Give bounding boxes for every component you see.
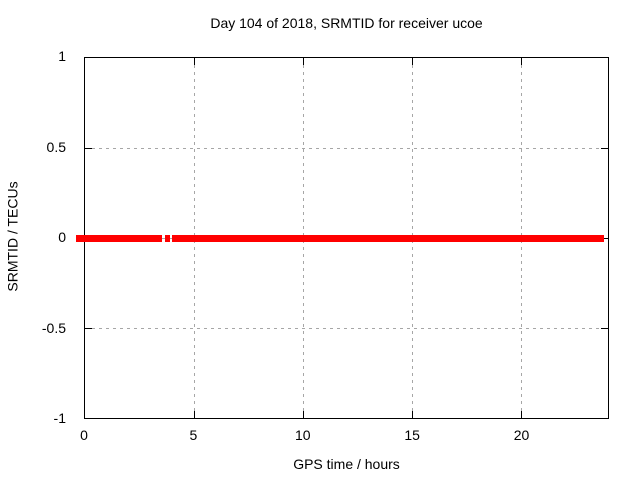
y-tick-label: 0.5 <box>46 138 66 155</box>
x-tick-top <box>302 58 304 65</box>
line-segment <box>76 234 163 242</box>
x-tick-bottom <box>520 411 522 418</box>
y-gridline <box>85 328 608 329</box>
y-tick-label: 1 <box>58 48 66 65</box>
y-axis-label: SRMTID / TECUs <box>4 181 21 292</box>
x-tick-top <box>193 58 195 65</box>
y-tick-label: -1 <box>53 410 66 427</box>
x-tick-bottom <box>411 411 413 418</box>
y-gridline <box>85 148 608 149</box>
x-tick-bottom <box>193 411 195 418</box>
chart-title: Day 104 of 2018, SRMTID for receiver uco… <box>210 15 483 31</box>
y-tick-right <box>601 148 608 149</box>
line-segment <box>164 234 170 242</box>
y-tick-left <box>85 148 92 149</box>
line-segment <box>171 234 604 242</box>
y-tick-labels: -1 -0.5 0 0.5 1 <box>0 48 76 426</box>
x-axis-label: GPS time / hours <box>293 456 400 472</box>
x-tick-label: 20 <box>513 427 530 443</box>
x-tick-label: 0 <box>80 427 88 443</box>
x-tick-top <box>411 58 413 65</box>
plot-area <box>76 57 609 419</box>
x-tick-bottom <box>302 411 304 418</box>
x-tick-label: 5 <box>189 427 198 443</box>
x-tick-label: 10 <box>294 427 311 443</box>
y-tick-left <box>85 328 92 329</box>
x-tick-labels: 0 5 10 15 20 <box>80 427 609 445</box>
y-tick-label: 0 <box>58 229 66 246</box>
x-tick-label: 15 <box>404 427 420 443</box>
x-tick-top <box>520 58 522 65</box>
y-tick-label: -0.5 <box>41 319 66 336</box>
y-tick-right <box>601 238 608 239</box>
y-tick-right <box>601 328 608 329</box>
